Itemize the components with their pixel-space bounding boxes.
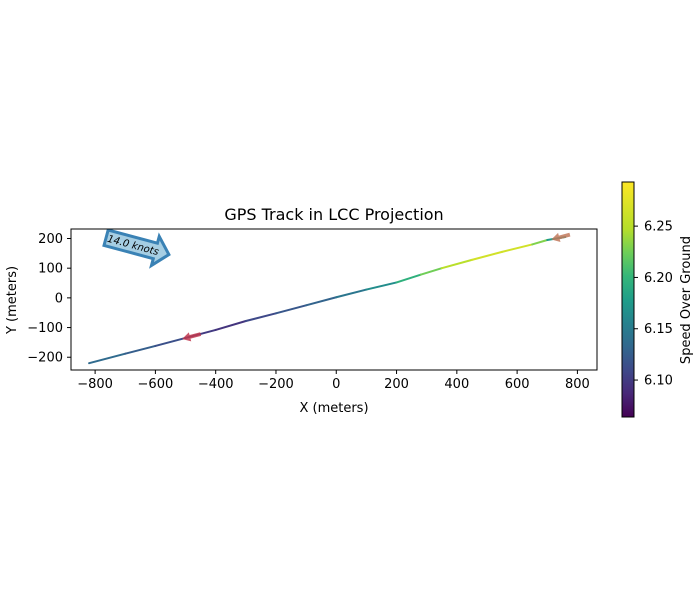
track-markers (182, 232, 571, 342)
colorbar-tick-label: 6.10 (644, 374, 673, 389)
track-segment (365, 281, 398, 291)
plot-frame (70, 228, 598, 371)
colorbar-ticks: 6.10 6.15 6.20 6.25 (634, 220, 673, 389)
track-segment (395, 273, 422, 284)
y-tick-label: 100 (38, 262, 63, 277)
colorbar: 6.10 6.15 6.20 6.25 Speed Over Ground (621, 181, 694, 418)
x-tick-label: −400 (198, 377, 234, 392)
end-marker (551, 232, 571, 242)
track-segment (88, 352, 127, 365)
x-axis-ticks: −800 −600 −400 −200 0 200 400 600 800 (77, 370, 590, 392)
track-segment (244, 312, 277, 323)
track-segment (440, 258, 473, 270)
track-segment (305, 296, 338, 307)
x-tick-label: −200 (258, 377, 294, 392)
track-line (88, 236, 567, 365)
colorbar-gradient (621, 181, 635, 418)
x-tick-label: 200 (384, 377, 409, 392)
speed-annotation: 14.0 knots (102, 229, 171, 269)
colorbar-label: Speed Over Ground (679, 236, 694, 364)
speed-arrow (102, 229, 171, 269)
x-tick-label: 800 (565, 377, 590, 392)
x-tick-label: 400 (444, 377, 469, 392)
track-segment (274, 304, 308, 315)
track-segment (531, 238, 549, 246)
chart-title: GPS Track in LCC Projection (224, 205, 443, 224)
x-tick-label: 600 (505, 377, 530, 392)
plot-area: 14.0 knots (88, 229, 571, 365)
track-segment (214, 320, 247, 331)
y-axis-ticks: −200 −100 0 100 200 (27, 232, 71, 366)
y-axis-label: Y (meters) (5, 266, 20, 335)
x-tick-label: −600 (138, 377, 174, 392)
x-axis-label: X (meters) (299, 401, 368, 416)
y-tick-label: 200 (38, 232, 63, 247)
track-segment (335, 288, 368, 299)
colorbar-tick-label: 6.20 (644, 271, 673, 286)
track-segment (470, 250, 504, 261)
y-tick-label: 0 (55, 291, 63, 306)
track-segment (124, 344, 157, 355)
colorbar-tick-label: 6.25 (644, 220, 673, 235)
x-tick-label: 0 (332, 377, 340, 392)
track-segment (419, 267, 443, 276)
track-segment (501, 243, 534, 253)
y-tick-label: −200 (27, 351, 63, 366)
x-tick-label: −800 (77, 377, 113, 392)
track-segment (154, 336, 187, 347)
colorbar-tick-label: 6.15 (644, 322, 673, 337)
y-tick-label: −100 (27, 321, 63, 336)
start-marker (182, 332, 202, 342)
